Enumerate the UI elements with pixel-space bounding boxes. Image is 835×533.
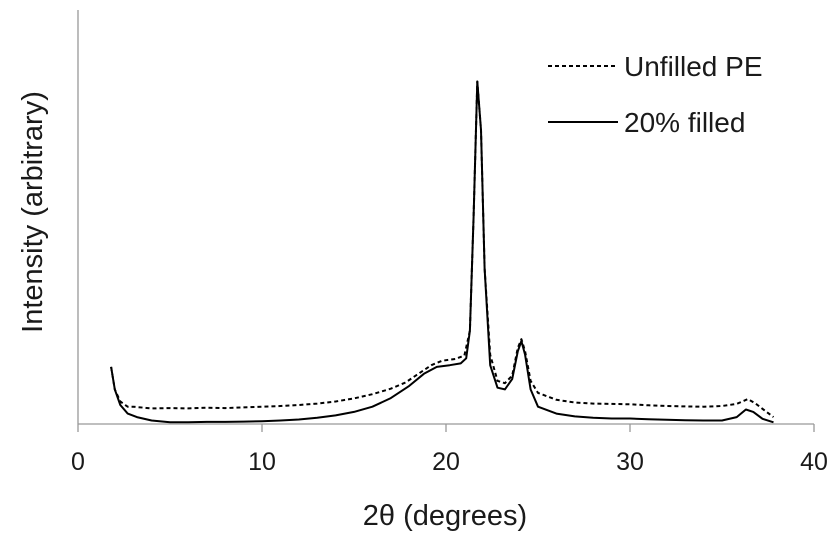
- y-axis-title: Intensity (arbitrary): [17, 91, 49, 333]
- series-line-20-filled: [110, 80, 774, 424]
- legend: Unfilled PE 20% filled: [548, 51, 763, 138]
- x-axis-ticks: 0 10 20 30 40: [71, 424, 828, 476]
- legend-item-unfilled-pe: Unfilled PE: [548, 51, 763, 82]
- plot-area: [110, 80, 775, 424]
- x-axis-title: 2θ (degrees): [363, 500, 527, 532]
- legend-label-20-filled: 20% filled: [624, 107, 745, 138]
- x-tick-label: 20: [432, 448, 460, 476]
- legend-item-20-filled: 20% filled: [548, 107, 745, 138]
- x-tick-label: 40: [800, 448, 828, 476]
- x-tick-label: 10: [248, 448, 276, 476]
- legend-label-unfilled-pe: Unfilled PE: [624, 51, 763, 82]
- x-tick-label: 30: [616, 448, 644, 476]
- x-tick-label: 0: [71, 448, 85, 476]
